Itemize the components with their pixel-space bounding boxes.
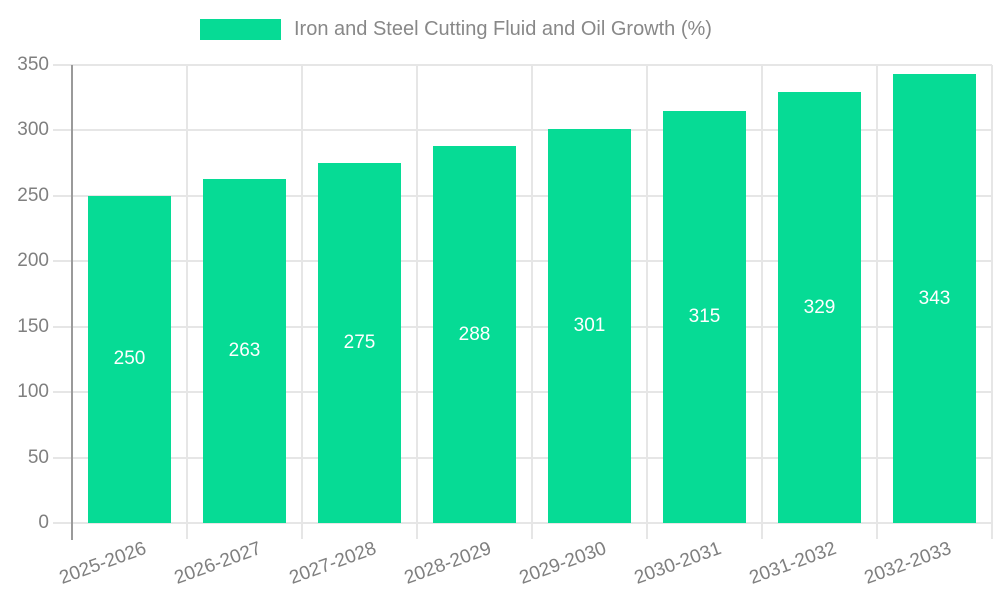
x-gridline xyxy=(531,65,533,523)
bar xyxy=(318,163,401,523)
x-axis-label: 2032-2033 xyxy=(861,538,954,589)
bar-value-label: 315 xyxy=(688,305,721,327)
legend: Iron and Steel Cutting Fluid and Oil Gro… xyxy=(200,18,712,41)
legend-label: Iron and Steel Cutting Fluid and Oil Gro… xyxy=(294,18,712,40)
y-axis-tick-label: 100 xyxy=(17,381,49,403)
y-axis-tick-label: 300 xyxy=(17,119,49,141)
bar-value-label: 250 xyxy=(113,348,146,370)
bar xyxy=(433,146,516,523)
bar xyxy=(893,74,976,523)
x-axis-tick xyxy=(531,523,533,539)
y-gridline xyxy=(53,129,992,132)
y-gridline xyxy=(53,391,992,394)
x-axis-tick xyxy=(186,523,188,539)
x-axis-tick xyxy=(416,523,418,539)
bar xyxy=(548,129,631,523)
bar-value-label: 301 xyxy=(573,315,606,337)
bar xyxy=(778,92,861,523)
y-axis-tick-label: 150 xyxy=(17,315,49,337)
y-gridline xyxy=(53,194,992,197)
x-gridline xyxy=(876,65,878,523)
x-axis-tick xyxy=(761,523,763,539)
bar-value-label: 329 xyxy=(803,296,836,318)
x-axis-tick xyxy=(876,523,878,539)
x-gridline xyxy=(991,65,993,523)
x-gridline xyxy=(416,65,418,523)
y-axis-tick-label: 250 xyxy=(17,184,49,206)
y-gridline xyxy=(53,260,992,263)
bar xyxy=(203,178,286,523)
bar-value-label: 263 xyxy=(228,339,261,361)
y-axis-tick-label: 200 xyxy=(17,250,49,272)
x-gridline xyxy=(761,65,763,523)
bar-value-label: 343 xyxy=(918,287,951,309)
x-axis-tick xyxy=(301,523,303,539)
y-axis-tick-label: 0 xyxy=(38,512,49,533)
bar xyxy=(88,195,171,523)
x-axis-tick xyxy=(646,523,648,539)
bar-value-label: 275 xyxy=(343,332,376,354)
legend-swatch xyxy=(200,19,281,40)
x-gridline xyxy=(646,65,648,523)
y-axis-tick-label: 350 xyxy=(17,54,49,75)
y-axis-tick-label: 50 xyxy=(27,446,49,468)
bar-value-label: 288 xyxy=(458,323,491,345)
y-gridline xyxy=(53,325,992,328)
x-axis-tick xyxy=(991,523,993,539)
bar xyxy=(663,110,746,523)
y-gridline xyxy=(53,64,992,66)
y-axis-line xyxy=(71,65,73,540)
x-gridline xyxy=(186,65,188,523)
y-gridline xyxy=(53,456,992,459)
x-gridline xyxy=(301,65,303,523)
y-gridline xyxy=(53,522,992,524)
